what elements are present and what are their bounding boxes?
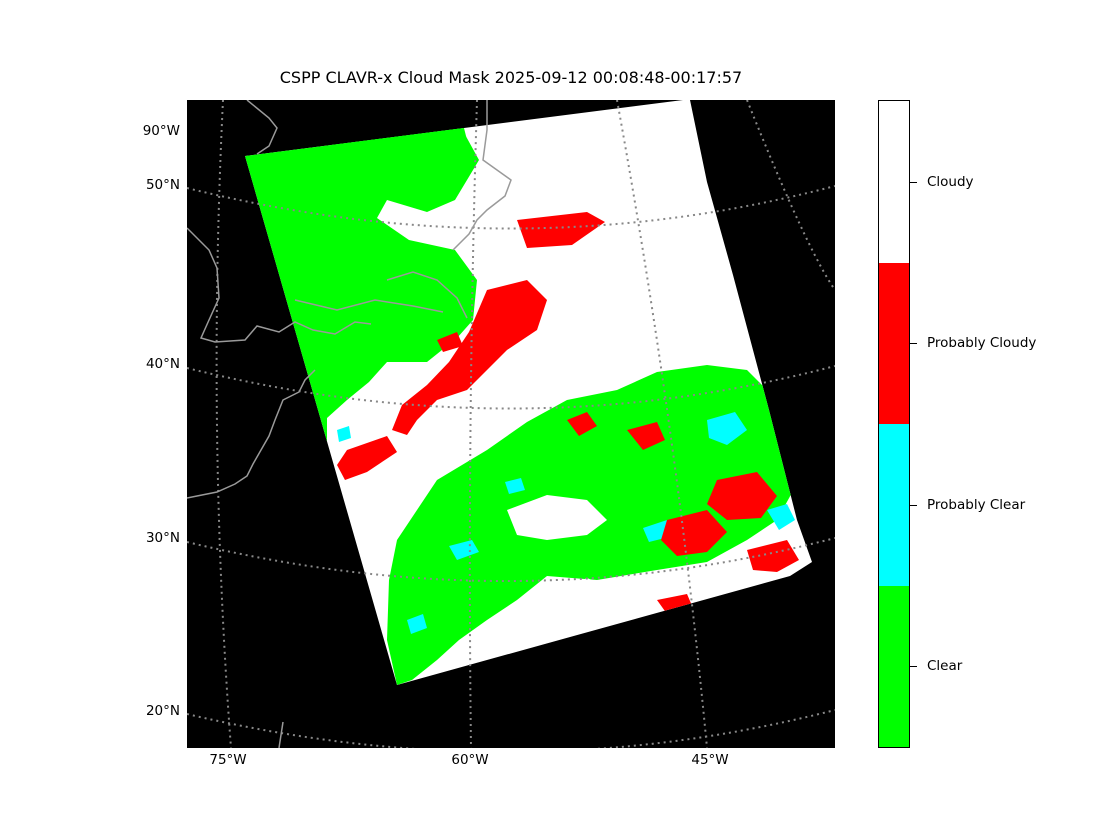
coastlines [187, 100, 512, 748]
colorbar [878, 100, 910, 748]
lat-label-90w: 90°W [142, 123, 180, 139]
lat-label-40n: 40°N [145, 356, 180, 372]
legend-label-cloudy: Cloudy [927, 174, 974, 190]
colorbar-segment-clear [879, 586, 909, 747]
legend-label-probably-cloudy: Probably Cloudy [927, 335, 1037, 351]
colorbar-segment-cloudy [879, 101, 909, 263]
colorbar-tick [910, 343, 917, 344]
legend-label-clear: Clear [927, 658, 963, 674]
colorbar-tick [910, 666, 917, 667]
legend-label-probably-clear: Probably Clear [927, 497, 1026, 513]
colorbar-tick [910, 505, 917, 506]
lat-label-30n: 30°N [145, 530, 180, 546]
lon-label-45w: 45°W [691, 752, 729, 768]
colorbar-tick [910, 182, 917, 183]
colorbar-segment-probably-cloudy [879, 263, 909, 424]
lat-label-20n: 20°N [145, 703, 180, 719]
lon-label-60w: 60°W [451, 752, 489, 768]
graticule [187, 100, 835, 748]
colorbar-segment-probably-clear [879, 424, 909, 586]
cloud-mask-map [187, 100, 835, 748]
lon-label-75w: 75°W [209, 752, 247, 768]
map-title: CSPP CLAVR-x Cloud Mask 2025-09-12 00:08… [279, 68, 743, 87]
probably-cloudy-band [392, 280, 547, 435]
probably-cloudy-patches [437, 332, 799, 614]
lat-label-50n: 50°N [145, 177, 180, 193]
